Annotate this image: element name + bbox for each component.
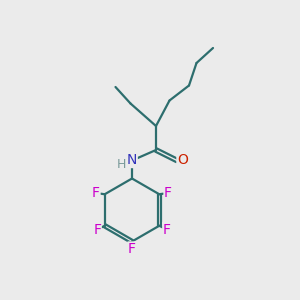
Text: F: F xyxy=(92,186,100,200)
Text: N: N xyxy=(127,154,137,167)
Text: F: F xyxy=(128,242,136,256)
Text: H: H xyxy=(117,158,126,172)
Text: O: O xyxy=(177,153,188,167)
Text: F: F xyxy=(163,223,171,236)
Text: F: F xyxy=(164,186,172,200)
Text: F: F xyxy=(93,223,101,236)
